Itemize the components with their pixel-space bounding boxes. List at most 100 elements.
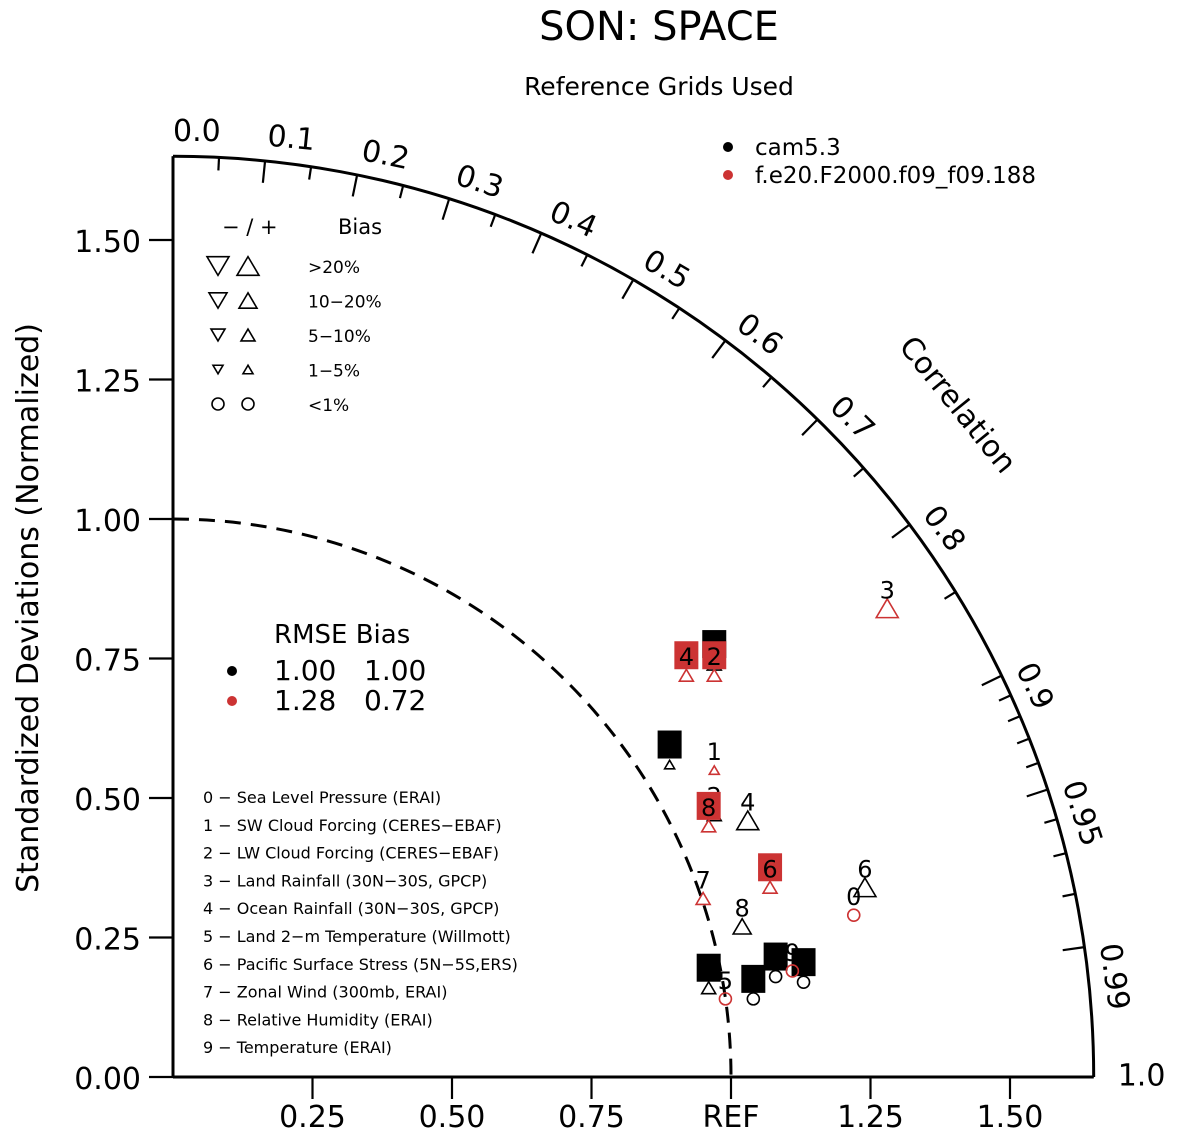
correlation-tick	[711, 339, 727, 359]
data-point-label-box	[657, 730, 682, 759]
correlation-tick	[621, 279, 635, 300]
data-point-label-box	[763, 942, 788, 971]
y-tick-label: 1.25	[74, 365, 141, 400]
correlation-minor-tick	[1053, 852, 1067, 858]
data-point-marker	[718, 992, 733, 1006]
correlation-tick-label: 0.99	[1092, 941, 1136, 1012]
data-point-marker	[852, 876, 878, 898]
correlation-minor-tick	[398, 185, 405, 199]
correlation-tick-label: 0.1	[266, 119, 317, 159]
data-point-marker	[700, 980, 718, 995]
data-point-label-box	[758, 853, 783, 882]
variable-label: 8 − Relative Humidity (ERAI)	[203, 1010, 433, 1029]
data-point-label: 9	[796, 950, 811, 978]
data-point-label-box	[696, 791, 721, 820]
correlation-minor-tick	[217, 157, 221, 171]
legend: cam5.3f.e20.F2000.f09_f09.188	[723, 135, 1036, 189]
data-point: 2	[702, 641, 727, 682]
bias-key-label: 10−20%	[308, 293, 382, 313]
data-point: 7	[696, 953, 721, 995]
triangle-down-icon	[211, 364, 225, 376]
y-tick-label: 0.00	[74, 1062, 141, 1097]
data-point: 8	[696, 791, 721, 833]
correlation-tick	[981, 674, 1003, 687]
correlation-tick	[531, 232, 543, 254]
correlation-tick-label: 0.2	[359, 133, 413, 177]
axes: 0.000.250.500.751.001.251.500.25 0.50 0.75…	[74, 114, 1165, 1135]
data-point-label: 1	[662, 733, 677, 761]
reference-arc	[172, 517, 733, 1078]
data-point-label: 8	[735, 894, 750, 922]
correlation-minor-tick	[998, 694, 1012, 702]
correlation-minor-tick	[1007, 715, 1021, 723]
data-point: 9	[791, 948, 816, 989]
variable-label: 3 − Land Rainfall (30N−30S, GPCP)	[203, 871, 487, 890]
rmse-row-dot	[227, 696, 237, 706]
bias-value: 0.72	[364, 684, 426, 717]
bias-high-icon	[241, 397, 255, 411]
triangle-up-icon	[237, 291, 259, 309]
data-point: 0	[763, 942, 788, 984]
correlation-minor-tick	[1016, 737, 1030, 745]
data-point: 5	[741, 964, 766, 1006]
bias-key-label: <1%	[308, 396, 349, 416]
data-point-marker	[705, 667, 723, 682]
correlation-minor-tick	[489, 214, 497, 228]
data-point-label: 9	[785, 939, 800, 967]
x-tick-label: REF	[702, 1100, 759, 1135]
data-point-label-box	[696, 953, 721, 982]
data-point: 9	[785, 939, 800, 978]
data-point-label: 0	[768, 945, 783, 973]
data-point: 7	[694, 866, 712, 906]
data-point-label-box	[741, 964, 766, 993]
chart-subtitle: Reference Grids Used	[524, 72, 794, 101]
data-point-marker	[677, 667, 695, 682]
data-point: 8	[731, 894, 753, 935]
rmse-row-dot	[227, 666, 237, 676]
correlation-tick-label: 0.8	[916, 499, 973, 558]
y-tick-label: 0.25	[74, 923, 141, 958]
data-point-label: 2	[707, 643, 722, 671]
correlation-minor-tick	[853, 467, 865, 478]
bias-low-icon	[211, 397, 225, 411]
data-point-label-box	[702, 641, 727, 670]
correlation-tick-label: 0.5	[637, 243, 696, 297]
data-point: 1	[657, 730, 682, 770]
bias-key-signs: − / +	[222, 215, 278, 239]
chart-title: SON: SPACE	[539, 4, 779, 50]
y-tick-label: 0.75	[74, 644, 141, 679]
y-tick-label: 0.50	[74, 783, 141, 818]
data-point: 5	[718, 967, 733, 1006]
correlation-minor-tick	[308, 166, 313, 180]
data-point-label: 1	[707, 738, 722, 766]
data-point: 6	[758, 853, 783, 895]
triangle-down-icon	[207, 292, 229, 310]
x-tick-label: 1.25	[837, 1100, 904, 1135]
bias-key-label: 5−10%	[308, 327, 371, 347]
triangle-up-icon	[235, 255, 261, 277]
legend-label: cam5.3	[755, 135, 841, 161]
variable-label: 4 − Ocean Rainfall (30N−30S, GPCP)	[203, 899, 499, 918]
variable-label: 9 − Temperature (ERAI)	[203, 1038, 392, 1057]
correlation-tick	[1062, 946, 1085, 952]
data-point-marker	[700, 818, 718, 833]
correlation-label: Correlation	[892, 330, 1023, 481]
data-point-marker	[663, 758, 677, 770]
data-point-label: 3	[880, 576, 895, 604]
data-point-label: 7	[695, 866, 710, 894]
triangle-down-icon	[209, 328, 227, 343]
data-point: 0	[846, 883, 861, 922]
data-point-label: 6	[762, 855, 777, 883]
data-point-label: 7	[701, 956, 716, 984]
correlation-minor-tick	[762, 376, 773, 388]
data-point-label: 5	[746, 967, 761, 995]
data-point-label-box	[791, 948, 816, 977]
correlation-tick-label: 0.6	[730, 306, 789, 363]
correlation-minor-tick	[943, 591, 957, 600]
y-tick-label: 1.50	[74, 225, 141, 260]
data-point-marker	[735, 809, 761, 831]
variable-label: 0 − Sea Level Pressure (ERAI)	[203, 788, 441, 807]
data-point-label: 4	[740, 788, 755, 816]
variable-label: 7 − Zonal Wind (300mb, ERAI)	[203, 983, 447, 1002]
correlation-tick-label: 1.0	[1118, 1059, 1166, 1094]
